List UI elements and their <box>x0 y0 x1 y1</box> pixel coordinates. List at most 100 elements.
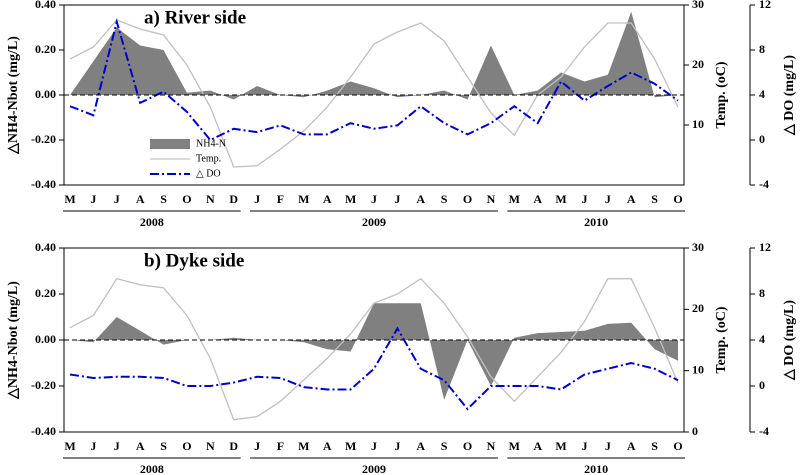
x-tick-label: J <box>581 439 587 453</box>
legend-label: △ DO <box>196 168 221 179</box>
x-tick-label: O <box>673 192 682 206</box>
y3-tick-label: 8 <box>759 286 765 300</box>
nh4-area <box>70 11 678 100</box>
y-tick-label: -0.40 <box>31 177 56 191</box>
x-tick-label: D <box>229 192 238 206</box>
y-tick-label: 0.40 <box>35 0 56 11</box>
y-tick-label: 0.20 <box>35 286 56 300</box>
x-tick-label: S <box>651 439 658 453</box>
x-tick-label: A <box>323 439 332 453</box>
year-label: 2010 <box>584 215 608 229</box>
y-tick-label: -0.40 <box>31 424 56 438</box>
y-tick-label: -0.20 <box>31 378 56 392</box>
year-label: 2008 <box>140 462 164 475</box>
x-tick-label: A <box>627 192 636 206</box>
x-tick-label: S <box>441 192 448 206</box>
y-axis-label: △NH4-Nbot (mg/L) <box>6 36 21 155</box>
y2-axis-label: Temp. (oC) <box>714 61 729 128</box>
y2-axis-label: Temp. (oC) <box>714 306 729 373</box>
x-tick-label: N <box>206 192 215 206</box>
legend-swatch <box>150 139 190 149</box>
y2-tick-label: 20 <box>692 301 704 315</box>
year-label: 2008 <box>140 215 164 229</box>
x-tick-label: O <box>673 439 682 453</box>
x-tick-label: A <box>533 439 542 453</box>
x-tick-label: A <box>416 192 425 206</box>
x-tick-label: J <box>114 439 120 453</box>
y3-tick-label: -4 <box>759 177 769 191</box>
nh4-area <box>70 303 678 400</box>
x-tick-label: O <box>182 192 191 206</box>
year-label: 2009 <box>362 462 386 475</box>
x-tick-label: S <box>160 439 167 453</box>
y3-tick-label: -4 <box>759 424 769 438</box>
x-tick-label: J <box>371 439 377 453</box>
x-tick-label: J <box>90 192 96 206</box>
y2-tick-label: 30 <box>692 0 704 11</box>
y3-axis-label: △ DO (mg/L) <box>782 55 797 136</box>
legend-label: NH4-N <box>196 138 226 149</box>
x-tick-label: M <box>345 192 356 206</box>
x-tick-label: A <box>136 439 145 453</box>
y3-tick-label: 0 <box>759 378 765 392</box>
x-tick-label: F <box>277 439 284 453</box>
y2-tick-label: 0 <box>692 424 698 438</box>
year-label: 2010 <box>584 462 608 475</box>
x-tick-label: M <box>555 192 566 206</box>
do-line <box>69 18 679 142</box>
x-tick-label: J <box>605 192 611 206</box>
year-label: 2009 <box>362 215 386 229</box>
x-tick-label: A <box>323 192 332 206</box>
x-tick-label: O <box>182 439 191 453</box>
y2-tick-label: 30 <box>692 240 704 254</box>
y3-tick-label: 0 <box>759 132 765 146</box>
x-tick-label: S <box>441 439 448 453</box>
x-tick-label: J <box>581 192 587 206</box>
y-tick-label: 0.40 <box>35 240 56 254</box>
y-tick-label: 0.00 <box>35 332 56 346</box>
x-tick-label: F <box>277 192 284 206</box>
x-tick-label: J <box>254 439 260 453</box>
x-tick-label: M <box>509 439 520 453</box>
x-tick-label: O <box>463 192 472 206</box>
x-tick-label: J <box>394 439 400 453</box>
x-tick-label: J <box>254 192 260 206</box>
x-tick-label: S <box>651 192 658 206</box>
x-tick-label: A <box>533 192 542 206</box>
y3-tick-label: 8 <box>759 42 765 56</box>
x-tick-label: O <box>463 439 472 453</box>
y-tick-label: 0.00 <box>35 87 56 101</box>
x-tick-label: A <box>416 439 425 453</box>
x-tick-label: A <box>627 439 636 453</box>
x-tick-label: J <box>114 192 120 206</box>
x-tick-label: A <box>136 192 145 206</box>
x-tick-label: N <box>487 439 496 453</box>
x-tick-label: N <box>487 192 496 206</box>
y3-tick-label: 4 <box>759 332 765 346</box>
x-tick-label: M <box>298 192 309 206</box>
temp-line <box>69 277 679 421</box>
chart-title: b) Dyke side <box>144 250 244 271</box>
x-tick-label: M <box>64 439 75 453</box>
x-tick-label: M <box>64 192 75 206</box>
x-tick-label: M <box>345 439 356 453</box>
y2-tick-label: 10 <box>692 362 704 376</box>
x-tick-label: S <box>160 192 167 206</box>
x-tick-label: M <box>509 192 520 206</box>
chart-title: a) River side <box>144 7 246 28</box>
x-tick-label: N <box>206 439 215 453</box>
x-tick-label: M <box>555 439 566 453</box>
y-tick-label: 0.20 <box>35 42 56 56</box>
y2-tick-label: 20 <box>692 57 704 71</box>
y2-tick-label: 10 <box>692 117 704 131</box>
x-tick-label: J <box>605 439 611 453</box>
y3-tick-label: 12 <box>759 240 771 254</box>
y-tick-label: -0.20 <box>31 132 56 146</box>
x-tick-label: D <box>229 439 238 453</box>
x-tick-label: M <box>298 439 309 453</box>
y-axis-label: △NH4-Nbot (mg/L) <box>6 281 21 400</box>
y3-tick-label: 12 <box>759 0 771 11</box>
legend-label: Temp. <box>196 153 221 164</box>
y3-axis-label: △ DO (mg/L) <box>782 300 797 381</box>
